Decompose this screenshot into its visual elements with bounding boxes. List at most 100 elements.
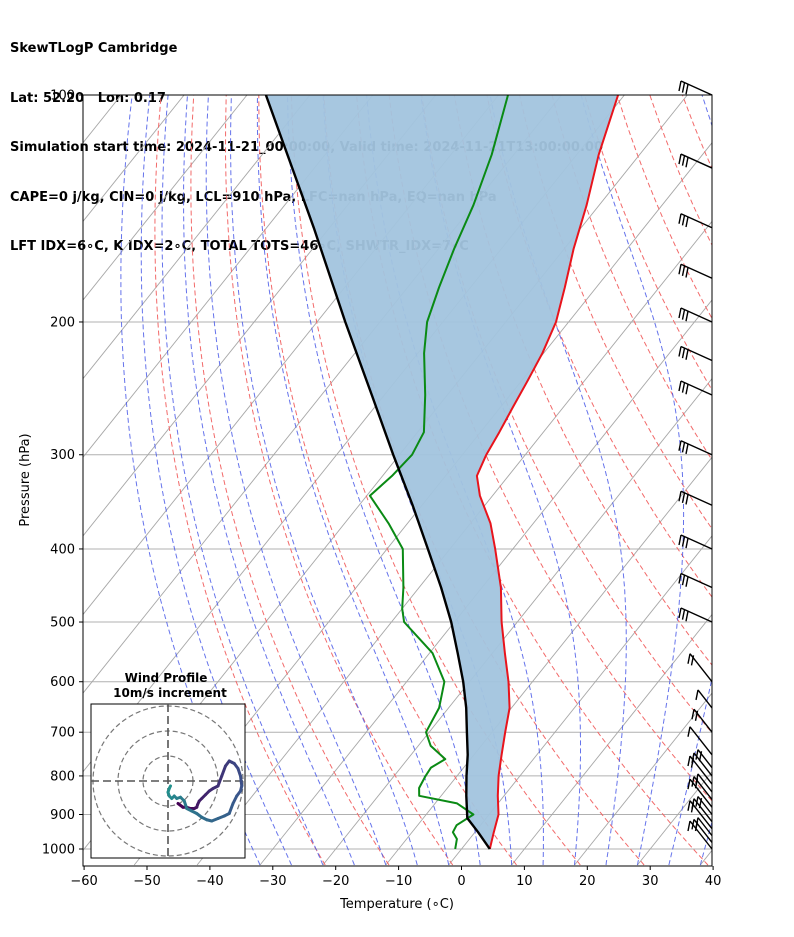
dry-adiabat bbox=[190, 95, 390, 866]
header-location: Lat: 52.20 Lon: 0.17 bbox=[10, 90, 166, 106]
moist-adiabat bbox=[140, 95, 292, 866]
y-tick-label: 200 bbox=[50, 315, 75, 330]
x-tick-label: 20 bbox=[579, 874, 596, 889]
axis-ticks: −60 −50 −40 −30 −20 −10 0 10 20 30 40 100 200 300 400 5… bbox=[42, 89, 721, 890]
x-tick-label: −50 bbox=[133, 874, 160, 889]
isotherm-line bbox=[574, 692, 712, 866]
wind-barb bbox=[687, 726, 713, 756]
x-axis-label: Temperature (∘C) bbox=[339, 897, 454, 912]
dry-adiabat bbox=[616, 95, 712, 320]
dry-adiabat bbox=[681, 95, 712, 170]
y-tick-label: 500 bbox=[50, 616, 75, 631]
y-tick-label: 100 bbox=[50, 89, 75, 104]
y-axis-label: Pressure (hPa) bbox=[18, 433, 33, 526]
moist-adiabat bbox=[161, 95, 324, 866]
wind-barb bbox=[687, 820, 713, 850]
cape-fill-layer bbox=[265, 95, 619, 849]
parcel-line bbox=[264, 95, 491, 850]
isotherm-line bbox=[322, 377, 712, 866]
isotherm-line bbox=[83, 95, 248, 301]
wind-barb bbox=[678, 80, 713, 96]
y-tick-label: 900 bbox=[50, 808, 75, 823]
dry-adiabat bbox=[224, 95, 454, 866]
y-tick-label: 600 bbox=[50, 675, 75, 690]
hodograph-segment bbox=[227, 802, 235, 815]
dry-adiabat bbox=[486, 95, 712, 598]
isotherm-line bbox=[637, 771, 712, 866]
hodograph-segment bbox=[239, 774, 244, 788]
x-tick-label: 10 bbox=[516, 874, 533, 889]
x-tick-label: −10 bbox=[385, 874, 412, 889]
dry-adiabat bbox=[551, 95, 712, 461]
wind-barb bbox=[678, 307, 713, 323]
hodograph-segment bbox=[216, 774, 224, 788]
x-tick-label: 30 bbox=[642, 874, 659, 889]
wind-barb bbox=[695, 689, 713, 709]
y-tick-label: 800 bbox=[50, 769, 75, 784]
hodograph-segment bbox=[167, 784, 172, 790]
wind-barb bbox=[695, 773, 713, 793]
temperature-line bbox=[475, 95, 620, 850]
isotherm-line bbox=[196, 220, 712, 866]
x-tick-label: 0 bbox=[457, 874, 465, 889]
x-tick-label: 40 bbox=[705, 874, 722, 889]
moist-adiabat bbox=[287, 95, 481, 866]
header-title: SkewTLogP Cambridge bbox=[10, 41, 178, 56]
moist-adiabat bbox=[256, 95, 450, 866]
wind-barb bbox=[678, 534, 713, 550]
wind-barbs bbox=[678, 80, 713, 850]
dry-adiabat bbox=[584, 95, 712, 391]
moist-adiabat bbox=[580, 95, 685, 866]
y-tick-label: 1000 bbox=[42, 843, 75, 858]
wind-barb bbox=[678, 490, 713, 506]
wind-barb bbox=[695, 749, 713, 769]
dry-adiabat bbox=[649, 95, 712, 247]
wind-barb bbox=[678, 607, 713, 623]
y-tick-label: 300 bbox=[50, 448, 75, 463]
hodograph-subtitle: 10m/s increment bbox=[113, 686, 227, 700]
wind-barb bbox=[695, 796, 713, 815]
x-tick-label: −60 bbox=[70, 874, 97, 889]
hodograph-segment bbox=[220, 764, 227, 778]
dry-adiabat bbox=[154, 95, 326, 866]
moist-adiabat bbox=[205, 95, 387, 866]
isotherm-line bbox=[511, 613, 712, 866]
y-tick-label: 400 bbox=[50, 542, 75, 557]
adiabat-lines bbox=[120, 95, 794, 866]
wind-barb bbox=[678, 345, 713, 362]
isotherm-line bbox=[448, 535, 712, 866]
isotherm-line bbox=[763, 95, 794, 865]
wind-barb bbox=[691, 708, 713, 733]
isotherm-line bbox=[699, 849, 712, 866]
wind-profile-hodograph: Wind Profile 10m/s increment bbox=[90, 671, 246, 859]
moist-adiabat bbox=[183, 95, 355, 866]
isotherm-line bbox=[83, 95, 374, 458]
hodograph-title: Wind Profile bbox=[125, 671, 208, 685]
moist-adiabat bbox=[230, 95, 418, 866]
dry-adiabat bbox=[748, 95, 794, 865]
x-tick-label: −20 bbox=[322, 874, 349, 889]
moist-adiabat bbox=[489, 95, 627, 866]
isotherm-line bbox=[259, 299, 712, 866]
sounding-series bbox=[264, 95, 620, 850]
wind-barb bbox=[678, 380, 713, 396]
y-tick-label: 700 bbox=[50, 726, 75, 741]
wind-barb bbox=[678, 440, 713, 456]
cape-fill bbox=[265, 95, 619, 849]
dry-adiabat bbox=[290, 95, 581, 866]
x-tick-label: −30 bbox=[259, 874, 286, 889]
wind-barb bbox=[678, 572, 713, 589]
moist-adiabat bbox=[668, 95, 712, 866]
dry-adiabat bbox=[780, 95, 794, 865]
wind-barb bbox=[678, 213, 713, 229]
wind-barb bbox=[687, 778, 713, 808]
plot-frame bbox=[82, 94, 713, 867]
wind-barb bbox=[678, 263, 713, 279]
dry-adiabat bbox=[453, 95, 712, 666]
x-tick-label: −40 bbox=[196, 874, 223, 889]
dewpoint-line bbox=[368, 95, 509, 850]
wind-barb bbox=[687, 653, 713, 683]
wind-barb bbox=[678, 153, 713, 169]
wind-barb bbox=[695, 817, 713, 837]
